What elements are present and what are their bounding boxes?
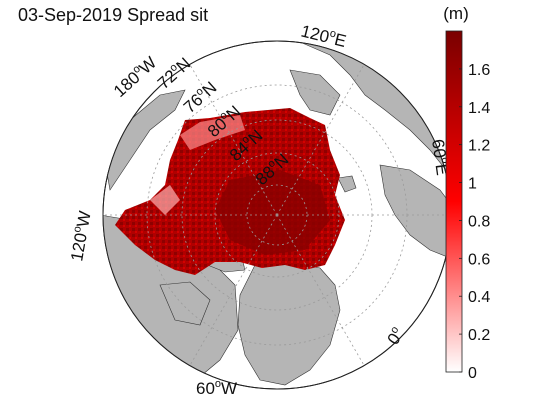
colorbar-tick-label: 0 — [468, 365, 477, 382]
lon-label-120w: 120oW — [66, 209, 94, 262]
land-alaska — [103, 89, 186, 191]
map-title: 03-Sep-2019 Spread sit — [18, 5, 209, 25]
colorbar-ticks: 0 0.2 0.4 0.6 0.8 1 1.2 1.4 1.6 — [459, 62, 490, 382]
colorbar-tick-label: 0.8 — [468, 213, 490, 230]
colorbar-tick-label: 1.2 — [468, 138, 490, 155]
colorbar-unit: (m) — [443, 4, 469, 23]
colorbar-tick-label: 0.4 — [468, 289, 490, 306]
colorbar-tick-label: 1 — [468, 176, 477, 193]
colorbar-tick-label: 1.4 — [468, 100, 490, 117]
land-taymyr — [289, 69, 341, 116]
lon-label-120e: 120oE — [299, 20, 348, 50]
colorbar — [445, 30, 463, 373]
colorbar-tick-label: 0.2 — [468, 327, 490, 344]
sea-ice-margin-west — [150, 185, 180, 215]
sea-ice-margin — [180, 115, 245, 150]
land-svalbard — [337, 175, 357, 193]
sea-ice-core — [215, 170, 330, 255]
colorbar-tick-label: 1.6 — [468, 62, 490, 79]
colorbar-tick-label: 0.6 — [468, 251, 490, 268]
land-greenland — [237, 261, 341, 386]
lon-label-60w: 60oW — [196, 378, 237, 398]
land-scandinavia — [379, 164, 451, 261]
graticule — [103, 62, 451, 368]
